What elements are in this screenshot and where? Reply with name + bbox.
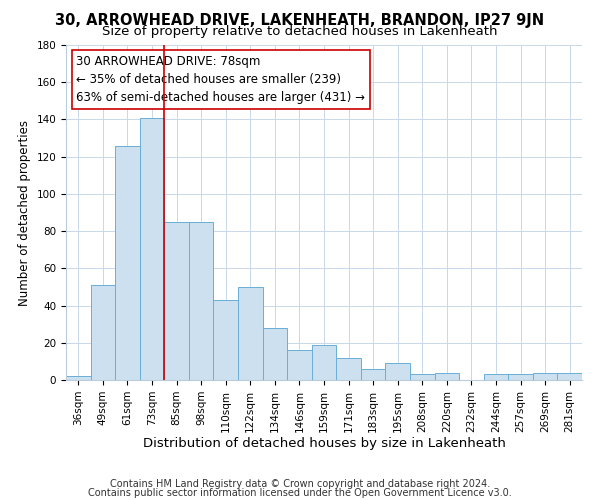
Bar [557,372,582,380]
Y-axis label: Number of detached properties: Number of detached properties [18,120,31,306]
Bar [115,146,140,380]
Bar [484,374,508,380]
Bar [140,118,164,380]
Text: Contains HM Land Registry data © Crown copyright and database right 2024.: Contains HM Land Registry data © Crown c… [110,479,490,489]
Bar [214,300,238,380]
Text: 30, ARROWHEAD DRIVE, LAKENHEATH, BRANDON, IP27 9JN: 30, ARROWHEAD DRIVE, LAKENHEATH, BRANDON… [55,12,545,28]
Bar [238,287,263,380]
Text: 30 ARROWHEAD DRIVE: 78sqm
← 35% of detached houses are smaller (239)
63% of semi: 30 ARROWHEAD DRIVE: 78sqm ← 35% of detac… [76,55,365,104]
Bar [508,374,533,380]
Bar [164,222,189,380]
Bar [263,328,287,380]
Text: Size of property relative to detached houses in Lakenheath: Size of property relative to detached ho… [102,25,498,38]
Bar [385,363,410,380]
Bar [410,374,434,380]
Text: Contains public sector information licensed under the Open Government Licence v3: Contains public sector information licen… [88,488,512,498]
Bar [533,372,557,380]
Bar [66,376,91,380]
Bar [336,358,361,380]
Bar [287,350,312,380]
Bar [434,372,459,380]
Bar [312,344,336,380]
Bar [91,285,115,380]
X-axis label: Distribution of detached houses by size in Lakenheath: Distribution of detached houses by size … [143,438,505,450]
Bar [189,222,214,380]
Bar [361,369,385,380]
